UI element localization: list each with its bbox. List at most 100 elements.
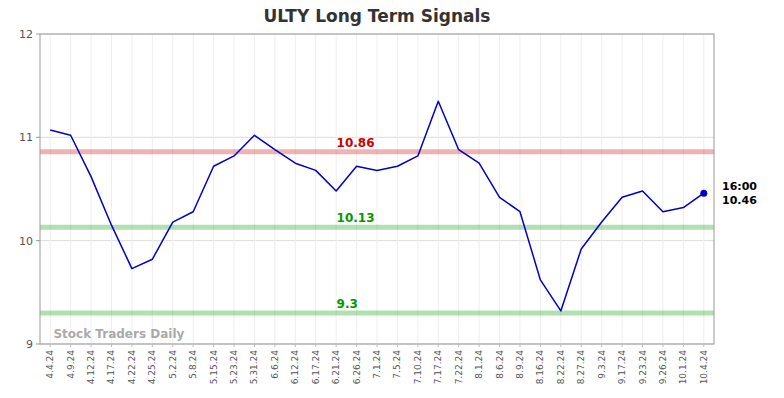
x-tick	[499, 344, 500, 347]
x-grid-line	[581, 34, 582, 344]
x-grid-line	[540, 34, 541, 344]
x-grid-line	[274, 34, 275, 344]
x-tick	[642, 344, 643, 347]
x-grid-line	[642, 34, 643, 344]
x-grid-line	[703, 34, 704, 344]
x-grid-line	[662, 34, 663, 344]
x-tick-label: 9.3.24	[597, 350, 607, 379]
x-tick	[193, 344, 194, 347]
reference-label: 10.86	[337, 136, 375, 150]
x-grid-line	[438, 34, 439, 344]
x-grid-line	[111, 34, 112, 344]
x-grid-line	[91, 34, 92, 344]
x-tick-label: 8.22.24	[556, 350, 566, 385]
x-tick	[540, 344, 541, 347]
x-tick	[295, 344, 296, 347]
x-tick-label: 6.21.24	[331, 350, 341, 385]
x-tick	[111, 344, 112, 347]
annotation-value: 10.46	[722, 194, 757, 207]
x-grid-line	[397, 34, 398, 344]
grid	[40, 34, 714, 344]
price-line	[50, 101, 704, 311]
title: ULTY Long Term Signals	[264, 6, 491, 26]
x-tick-label: 7.10.24	[413, 350, 423, 385]
y-axis: 9101112	[19, 28, 40, 351]
last-point	[700, 190, 707, 197]
reference-label: 10.13	[337, 211, 375, 225]
x-tick-label: 9.17.24	[617, 350, 627, 385]
y-tick	[36, 240, 40, 241]
x-grid-line	[234, 34, 235, 344]
x-grid-line	[499, 34, 500, 344]
x-tick	[50, 344, 51, 347]
x-tick-label: 8.1.24	[474, 350, 484, 379]
x-tick	[662, 344, 663, 347]
x-tick-label: 7.17.24	[433, 350, 443, 385]
x-tick-label: 4.22.24	[127, 350, 137, 385]
x-tick-label: 7.22.24	[454, 350, 464, 385]
x-tick	[479, 344, 480, 347]
x-tick	[254, 344, 255, 347]
x-tick	[458, 344, 459, 347]
x-grid-line	[601, 34, 602, 344]
x-tick	[172, 344, 173, 347]
x-tick-label: 8.27.24	[576, 350, 586, 385]
x-grid-line	[213, 34, 214, 344]
plot-frame	[40, 34, 714, 344]
x-tick-label: 4.12.24	[86, 350, 96, 385]
reference-line	[40, 311, 714, 316]
x-tick	[356, 344, 357, 347]
y-tick	[36, 137, 40, 138]
x-grid-line	[295, 34, 296, 344]
x-tick	[519, 344, 520, 347]
reference-line	[40, 225, 714, 230]
x-tick-label: 8.16.24	[535, 350, 545, 385]
plot-area	[40, 101, 714, 313]
x-tick-label: 5.31.24	[249, 350, 259, 385]
x-tick	[622, 344, 623, 347]
y-tick-label: 10	[19, 235, 33, 248]
chart: 91011124.4.244.9.244.12.244.17.244.22.24…	[0, 0, 784, 398]
x-tick-label: 6.17.24	[311, 350, 321, 385]
x-tick-label: 8.6.24	[495, 350, 505, 379]
x-tick	[152, 344, 153, 347]
watermark: Stock Traders Daily	[53, 327, 184, 341]
x-axis: 4.4.244.9.244.12.244.17.244.22.244.25.24…	[45, 344, 709, 384]
x-grid-line	[560, 34, 561, 344]
x-tick-label: 5.2.24	[168, 350, 178, 379]
x-grid-line	[315, 34, 316, 344]
x-grid-line	[377, 34, 378, 344]
x-tick	[131, 344, 132, 347]
x-tick-label: 9.26.24	[658, 350, 668, 385]
x-grid-line	[50, 34, 51, 344]
x-grid-line	[131, 34, 132, 344]
y-tick	[36, 344, 40, 345]
x-tick	[213, 344, 214, 347]
x-tick	[315, 344, 316, 347]
x-tick-label: 5.23.24	[229, 350, 239, 385]
x-tick	[377, 344, 378, 347]
x-tick	[70, 344, 71, 347]
x-grid-line	[417, 34, 418, 344]
x-tick-label: 10.1.24	[678, 350, 688, 385]
x-tick	[397, 344, 398, 347]
x-tick	[601, 344, 602, 347]
x-tick	[417, 344, 418, 347]
x-tick-label: 4.9.24	[66, 350, 76, 379]
y-tick-label: 12	[19, 28, 33, 41]
x-tick-label: 10.4.24	[699, 350, 709, 385]
x-grid-line	[622, 34, 623, 344]
annotation-time: 16:00	[722, 180, 757, 193]
x-grid-line	[519, 34, 520, 344]
x-tick-label: 7.1.24	[372, 350, 382, 379]
x-tick	[274, 344, 275, 347]
reference-label: 9.3	[337, 297, 358, 311]
x-tick-label: 6.12.24	[290, 350, 300, 385]
x-tick	[560, 344, 561, 347]
x-grid-line	[254, 34, 255, 344]
x-grid-line	[479, 34, 480, 344]
x-tick-label: 4.25.24	[147, 350, 157, 385]
y-tick	[36, 34, 40, 35]
x-tick-label: 6.6.24	[270, 350, 280, 379]
x-tick-label: 8.9.24	[515, 350, 525, 379]
